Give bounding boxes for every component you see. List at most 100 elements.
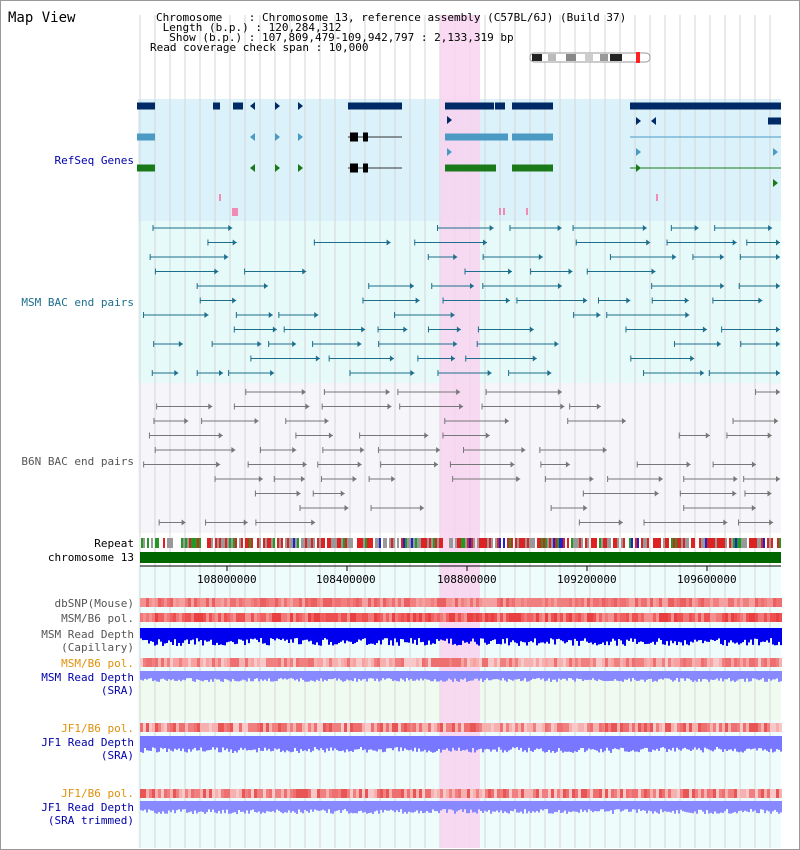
heat-cell — [503, 613, 506, 622]
depth-bar — [624, 801, 626, 810]
track-label-msm-depth-sra[interactable]: MSM Read Depth — [41, 671, 134, 684]
repeat-mark — [411, 538, 413, 548]
track-label-dbsnp[interactable]: dbSNP(Mouse) — [54, 597, 134, 610]
heat-cell — [758, 723, 761, 732]
track-label-msm-b6-pol[interactable]: MSM/B6 pol. — [61, 612, 134, 625]
depth-bar — [196, 801, 198, 814]
gene-block — [630, 102, 781, 110]
heat-cell — [260, 598, 263, 607]
depth-bar — [546, 671, 548, 681]
depth-bar — [526, 736, 528, 753]
depth-bar — [410, 671, 412, 679]
heat-cell — [494, 613, 497, 622]
bac-pair-arrow — [272, 326, 277, 333]
depth-bar — [708, 628, 710, 642]
bac-pair-arrow — [508, 268, 513, 275]
repeat-mark — [249, 538, 251, 548]
bac-pair-arrow — [776, 326, 780, 333]
depth-bar — [440, 628, 442, 640]
depth-bar — [162, 628, 164, 646]
repeat-mark — [667, 538, 669, 548]
depth-bar — [270, 671, 272, 682]
depth-bar — [262, 801, 264, 813]
track-label-msm-depth-capillary[interactable]: MSM Read Depth — [41, 628, 134, 641]
repeat-mark — [541, 538, 543, 548]
heat-cell — [224, 789, 227, 798]
heat-cell — [290, 723, 293, 732]
heat-cell — [539, 613, 542, 622]
heat-cell — [485, 789, 488, 798]
heat-cell — [677, 658, 680, 667]
depth-bar — [184, 736, 186, 752]
depth-bar — [502, 628, 504, 640]
heat-cell — [611, 613, 614, 622]
track-label-jf1-b6-pol[interactable]: JF1/B6 pol. — [61, 722, 134, 735]
heat-cell — [674, 789, 677, 798]
heat-cell — [158, 613, 161, 622]
gene-arrow — [636, 117, 641, 125]
depth-bar — [282, 736, 284, 751]
heat-cell — [332, 658, 335, 667]
track-label-jf1-depth-sra[interactable]: JF1 Read Depth — [41, 736, 134, 749]
heat-cell — [554, 723, 557, 732]
heat-cell — [713, 789, 716, 798]
heat-cell — [182, 598, 185, 607]
heat-cell — [227, 723, 230, 732]
heat-cell — [707, 613, 710, 622]
heat-cell — [707, 723, 710, 732]
heat-cell — [488, 613, 491, 622]
repeat-mark — [755, 538, 757, 548]
heat-cell — [365, 613, 368, 622]
depth-bar — [702, 671, 704, 680]
heat-cell — [551, 723, 554, 732]
heat-cell — [575, 723, 578, 732]
track-label-repeat[interactable]: Repeat — [94, 537, 134, 550]
depth-bar — [144, 801, 146, 810]
depth-bar — [288, 628, 290, 644]
heat-cell — [449, 613, 452, 622]
depth-bar — [704, 628, 706, 641]
bac-pair-arrow — [547, 370, 552, 376]
depth-bar — [252, 801, 254, 810]
heat-cell — [188, 598, 191, 607]
heat-cell — [395, 598, 398, 607]
heat-cell — [386, 723, 389, 732]
heat-cell — [533, 723, 536, 732]
depth-bar — [326, 736, 328, 749]
depth-bar — [168, 628, 170, 641]
depth-bar — [390, 671, 392, 679]
depth-bar — [502, 801, 504, 814]
heat-cell — [176, 598, 179, 607]
depth-bar — [672, 736, 674, 748]
track-label-jf1-depth-trimmed[interactable]: JF1 Read Depth — [41, 801, 134, 814]
depth-bar — [566, 801, 568, 814]
depth-bar — [386, 671, 388, 679]
heat-cell — [743, 613, 746, 622]
depth-bar — [496, 671, 498, 680]
gene-block — [350, 163, 358, 173]
depth-bar — [198, 671, 200, 680]
heat-cell — [341, 723, 344, 732]
heat-cell — [545, 789, 548, 798]
depth-bar — [728, 628, 730, 643]
depth-bar — [468, 628, 470, 644]
depth-bar — [656, 801, 658, 813]
track-label-b6n-bac[interactable]: B6N BAC end pairs — [21, 455, 134, 468]
depth-bar — [434, 736, 436, 753]
depth-bar — [504, 736, 506, 751]
track-label-jf1-b6-pol-2[interactable]: JF1/B6 pol. — [61, 787, 134, 800]
bac-pair-arrow — [504, 418, 509, 424]
depth-bar — [604, 801, 606, 812]
track-label-msm-bac[interactable]: MSM BAC end pairs — [21, 296, 134, 309]
bac-pair-arrow — [391, 476, 396, 482]
heat-cell — [485, 658, 488, 667]
repeat-mark — [637, 538, 639, 548]
track-label-msm-b6-pol-2[interactable]: MSM/B6 pol. — [61, 657, 134, 670]
depth-bar — [772, 801, 774, 812]
heat-cell — [752, 598, 755, 607]
heat-cell — [233, 658, 236, 667]
repeat-mark — [549, 538, 551, 548]
track-label-refseq[interactable]: RefSeq Genes — [54, 154, 134, 167]
heat-cell — [545, 723, 548, 732]
